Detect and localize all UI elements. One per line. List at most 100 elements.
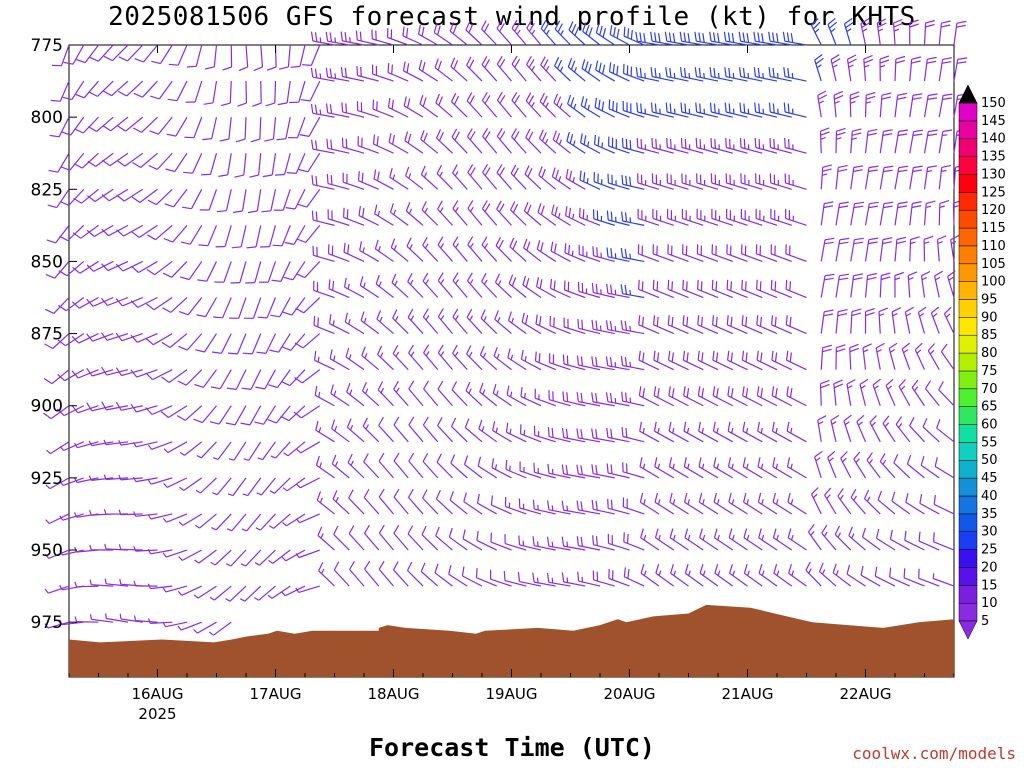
barb-feather [375,274,380,285]
colorbar-segment [958,567,978,586]
barb-feather [547,427,550,437]
wind-barb [835,164,848,190]
barb-feather [118,90,127,97]
barb-feather [598,99,601,110]
wind-barb [511,19,527,46]
wind-barb [48,152,70,173]
wind-barb [909,236,920,262]
barb-feather [918,531,921,542]
barb-feather [357,171,360,181]
barb-feather [116,229,124,237]
wind-barb [532,536,556,551]
wind-barb [87,188,114,202]
barb-shaft [230,549,247,567]
colorbar-label: 35 [981,507,998,522]
barb-shaft [135,441,158,448]
barb-feather [256,351,266,354]
barb-feather [272,244,283,247]
colorbar-label: 150 [981,96,1006,111]
barb-shaft [284,585,306,597]
wind-barb [360,311,380,335]
barb-shaft [219,369,232,389]
barb-feather [453,95,460,105]
barb-feather [874,566,878,577]
barb-feather [774,316,777,327]
barb-feather [701,388,704,398]
wind-barb [771,350,793,371]
barb-half-feather [921,276,928,281]
barb-half-feather [408,208,413,214]
barb-feather [636,102,639,113]
barb-shaft [463,501,483,515]
barb-feather [422,61,426,72]
wind-barb [520,349,542,371]
barb-feather [344,277,347,288]
wind-barb [756,386,778,407]
barb-feather [889,567,892,578]
wind-barb [115,401,143,411]
barb-feather [670,139,672,149]
barb-feather [849,343,859,349]
barb-feather [654,32,657,42]
barb-half-feather [716,463,720,469]
barb-half-feather [732,534,735,541]
colorbar-label: 75 [981,364,998,379]
colorbar-segment [958,424,978,443]
barb-feather [452,24,458,34]
barb-feather [682,350,686,361]
barb-shaft [835,131,838,154]
barb-half-feather [545,102,549,108]
credit-link[interactable]: coolwx.com/models [852,744,1016,763]
barb-half-feather [379,316,383,323]
barb-feather [519,424,522,434]
barb-shaft [151,441,173,450]
y-tick-label: 925 [31,469,63,489]
barb-shaft [91,405,114,412]
barb-shaft [108,224,129,237]
barb-shaft [84,44,99,63]
barb-feather [897,92,908,96]
wind-barb [44,297,70,314]
barb-feather [872,378,881,386]
colorbar-segment [958,477,978,497]
barb-feather [280,380,291,387]
wind-barb [606,247,630,263]
barb-feather [255,386,265,390]
barb-feather [745,281,747,291]
barb-feather [576,500,579,510]
wind-barb [423,344,439,371]
wind-barb [184,116,203,139]
barb-feather [511,19,518,29]
wind-barb [683,421,704,443]
wind-barb [215,225,232,248]
barb-feather [606,210,609,221]
barb-half-feather [350,460,354,466]
barb-half-feather [394,280,398,286]
barb-feather [86,229,95,237]
barb-shaft [199,513,217,529]
barb-feather [295,273,306,279]
wind-barb [422,453,439,479]
barb-feather [466,308,473,318]
colorbar-label: 120 [981,203,1006,218]
wind-barb [178,549,203,561]
barb-feather [820,127,830,132]
barb-feather [820,379,830,385]
barb-feather [939,200,950,204]
barb-half-feather [761,534,765,541]
barb-feather [956,24,966,28]
wind-barb [314,385,335,407]
wind-barb [606,283,630,299]
wind-barb [592,535,615,551]
wind-barb [88,475,114,481]
barb-feather [204,66,215,70]
barb-feather [710,137,713,148]
wind-barb [621,137,645,154]
barb-feather [609,320,613,331]
barb-feather [115,332,123,342]
wind-barb [44,333,70,350]
barb-shaft [120,477,143,481]
barb-shaft [953,95,959,118]
wind-barb [450,417,468,443]
